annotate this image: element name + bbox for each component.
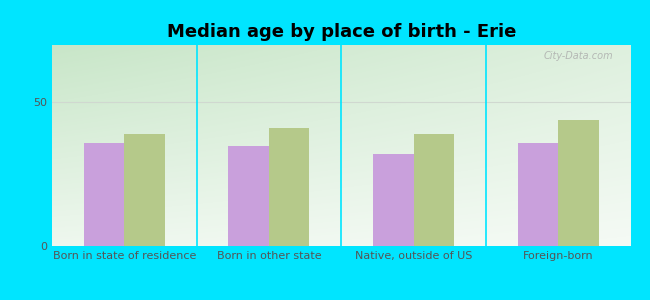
Bar <box>373 154 413 246</box>
Bar <box>517 142 558 246</box>
Bar <box>558 120 599 246</box>
Bar <box>124 134 165 246</box>
Bar <box>269 128 309 246</box>
Text: City-Data.com: City-Data.com <box>543 51 613 61</box>
Bar <box>84 142 124 246</box>
Bar <box>413 134 454 246</box>
Title: Median age by place of birth - Erie: Median age by place of birth - Erie <box>166 23 516 41</box>
Bar <box>228 146 269 246</box>
